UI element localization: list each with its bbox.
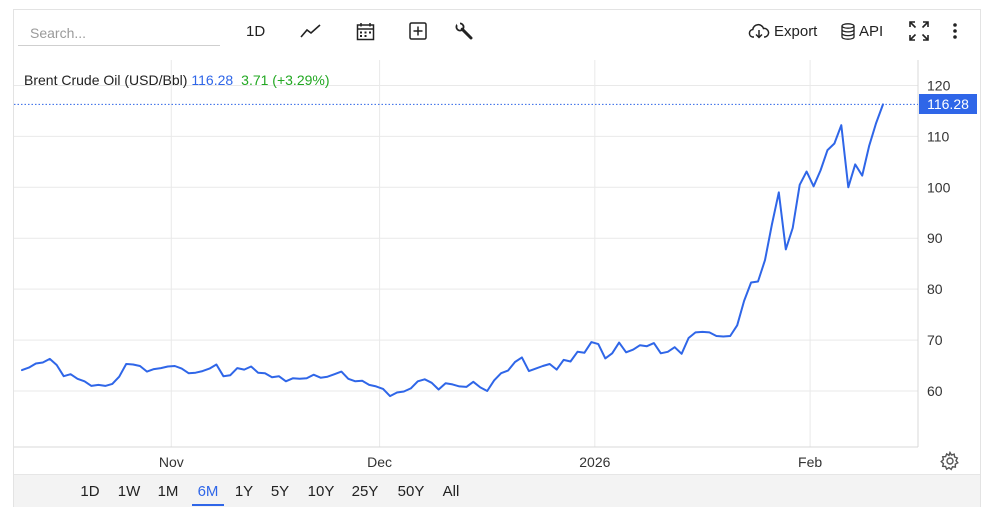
wrench-icon [455, 22, 473, 40]
range-button-5y[interactable]: 5Y [270, 483, 290, 500]
x-tick-label: 2026 [579, 454, 610, 470]
line-chart-icon [300, 24, 321, 38]
chart-type-button[interactable] [300, 18, 322, 44]
range-selector-bar [14, 474, 980, 507]
x-tick-label: Feb [798, 454, 822, 470]
y-tick-labels: 60 70 80 90 100 110 120 [927, 77, 951, 399]
range-button-all[interactable]: All [442, 483, 460, 500]
fullscreen-button[interactable] [909, 18, 929, 44]
chart-widget [13, 9, 981, 507]
range-button-50y[interactable]: 50Y [397, 483, 425, 500]
y-tick-label: 80 [927, 281, 943, 297]
range-button-1d[interactable]: 1D [80, 483, 100, 500]
y-tick-label: 110 [927, 128, 950, 144]
y-tick-label: 90 [927, 230, 943, 246]
more-menu-button[interactable] [952, 18, 958, 44]
date-range-button[interactable] [356, 18, 375, 44]
range-button-1m[interactable]: 1M [157, 483, 179, 500]
x-tick-label: Dec [367, 454, 392, 470]
range-button-10y[interactable]: 10Y [307, 483, 335, 500]
compare-button[interactable] [409, 18, 427, 44]
y-tick-label: 120 [927, 77, 951, 93]
legend-series-name: Brent Crude Oil (USD/Bbl) [24, 72, 188, 88]
export-label: Export [774, 22, 818, 40]
x-tick-label: Nov [159, 454, 184, 470]
chart-grid [14, 60, 918, 447]
fullscreen-icon [909, 21, 929, 41]
tools-button[interactable] [455, 18, 473, 44]
database-icon [841, 22, 855, 40]
range-button-25y[interactable]: 25Y [351, 483, 379, 500]
y-tick-label: 70 [927, 332, 943, 348]
more-vertical-icon [953, 23, 957, 39]
legend-value: 116.28 [191, 72, 234, 88]
interval-label: 1D [246, 22, 266, 40]
chart-legend: Brent Crude Oil (USD/Bbl) 116.28 3.71 (+3.… [24, 72, 330, 88]
last-price-tag: 116.28 [919, 94, 977, 115]
gear-icon[interactable] [940, 451, 960, 471]
range-button-1w[interactable]: 1W [117, 483, 141, 500]
export-button[interactable]: Export [748, 18, 817, 44]
y-tick-label: 100 [927, 179, 951, 195]
api-button[interactable]: API [841, 18, 883, 44]
interval-button[interactable]: 1D [246, 18, 265, 44]
calendar-icon [356, 22, 375, 40]
range-button-6m[interactable]: 6M [192, 478, 224, 506]
api-label: API [859, 22, 884, 40]
plus-square-icon [409, 22, 427, 40]
y-tick-label: 60 [927, 383, 943, 399]
legend-change: 3.71 (+3.29%) [241, 72, 330, 88]
search-input[interactable] [18, 20, 220, 46]
cloud-download-icon [748, 23, 770, 39]
range-button-1y[interactable]: 1Y [234, 483, 254, 500]
series-line-brent [21, 103, 884, 398]
x-tick-labels: NovDec2026FebMar30 [159, 454, 823, 470]
